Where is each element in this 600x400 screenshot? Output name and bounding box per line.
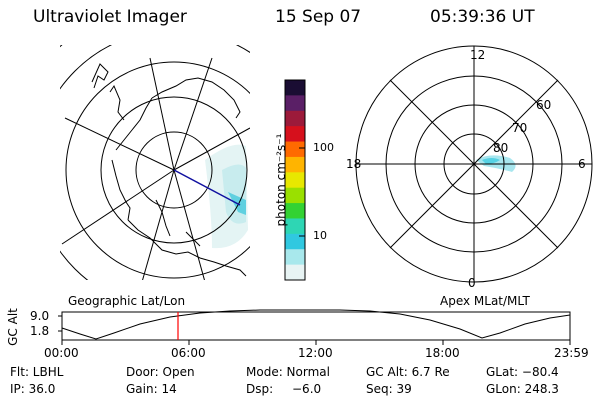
colorbar-segment xyxy=(285,95,305,112)
dsp-value: −6.0 xyxy=(292,382,322,396)
mlt-label-18: 18 xyxy=(346,157,362,171)
mlt-label-12: 12 xyxy=(470,48,486,62)
altitude-ytick-9: 9.0 xyxy=(30,309,50,323)
xtick-0600: 06:00 xyxy=(171,346,206,360)
filter-info: Flt: LBHL xyxy=(10,365,64,379)
xtick-0000: 00:00 xyxy=(44,346,79,360)
geographic-map xyxy=(60,45,250,280)
mlat-label-60: 60 xyxy=(536,98,552,112)
mlt-label-6: 6 xyxy=(578,157,586,171)
colorbar-segment xyxy=(285,172,305,189)
gain-info: Gain: 14 xyxy=(126,382,177,396)
colorbar-unit-label: photon cm⁻²s⁻¹ xyxy=(274,133,288,227)
mlat-label-80: 80 xyxy=(493,141,509,155)
xtick-2359: 23:59 xyxy=(554,346,589,360)
latitude-circles xyxy=(60,45,250,280)
colorbar-segment xyxy=(285,233,305,250)
colorbar xyxy=(284,79,306,281)
colorbar-segment xyxy=(285,156,305,173)
colorbar-segment xyxy=(285,203,305,219)
meridian-lines xyxy=(61,57,250,280)
colorbar-segment xyxy=(285,110,305,127)
polar-grid xyxy=(355,45,593,283)
mlt-label-0: 0 xyxy=(468,276,476,290)
glon-info: GLon: 248.3 xyxy=(486,382,559,396)
gc-alt-info: GC Alt: 6.7 Re xyxy=(366,365,450,379)
door-info: Door: Open xyxy=(126,365,195,379)
sun-direction-line xyxy=(173,169,241,206)
mode-info: Mode: Normal xyxy=(246,365,330,379)
glat-info: GLat: −80.4 xyxy=(486,365,559,379)
colorbar-segment xyxy=(285,80,305,96)
polar-panel-label: Apex MLat/MLT xyxy=(440,294,530,308)
geographic-panel-label: Geographic Lat/Lon xyxy=(68,294,186,308)
colorbar-segment xyxy=(285,141,305,158)
ip-info: IP: 36.0 xyxy=(10,382,56,396)
observation-time: 05:39:36 UT xyxy=(430,7,535,27)
mlat-label-70: 70 xyxy=(512,121,528,135)
colorbar-segment xyxy=(285,187,305,204)
colorbar-tick-100: 100 xyxy=(313,141,334,154)
dsp-label: Dsp: xyxy=(246,382,274,396)
app-title: Ultraviolet Imager xyxy=(33,7,187,27)
altitude-ylabel: GC Alt xyxy=(6,308,20,346)
colorbar-segment xyxy=(285,264,305,281)
coastlines xyxy=(91,63,247,277)
xtick-1200: 12:00 xyxy=(298,346,333,360)
colorbar-segment xyxy=(285,126,305,143)
xtick-1800: 18:00 xyxy=(425,346,460,360)
seq-info: Seq: 39 xyxy=(366,382,412,396)
altitude-curve xyxy=(61,309,571,340)
altitude-ytick-1-8: 1.8 xyxy=(30,324,50,338)
colorbar-segment xyxy=(285,249,305,266)
colorbar-segment xyxy=(285,218,305,235)
altitude-plot xyxy=(58,309,571,345)
observation-date: 15 Sep 07 xyxy=(275,7,362,27)
colorbar-tick-10: 10 xyxy=(313,229,327,242)
